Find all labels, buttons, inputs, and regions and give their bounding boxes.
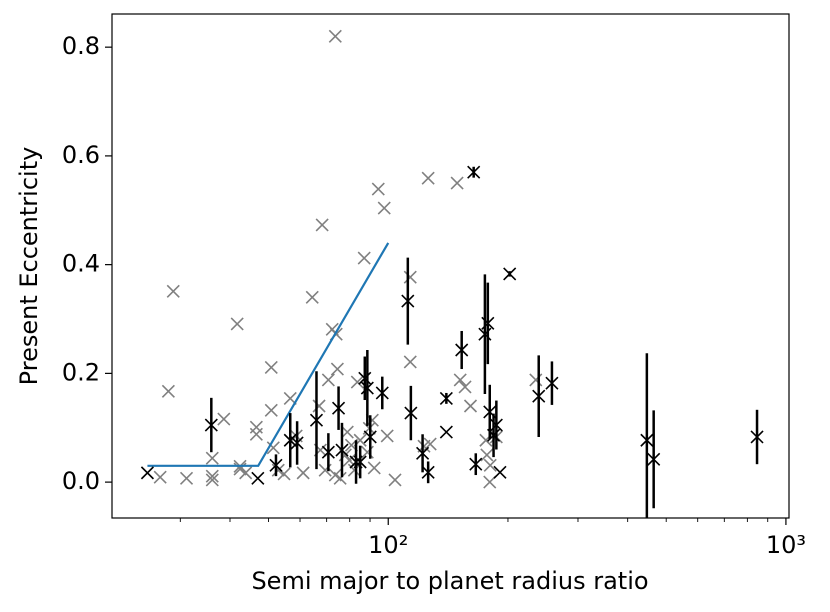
marker (467, 165, 481, 179)
marker (315, 218, 329, 232)
line (147, 242, 390, 467)
marker (264, 403, 278, 417)
marker (350, 375, 364, 389)
plot-area (140, 29, 764, 518)
marker (140, 466, 154, 480)
marker (403, 270, 417, 284)
marker (529, 373, 543, 387)
marker (264, 360, 278, 374)
marker (271, 463, 285, 477)
marker (347, 463, 361, 477)
y-tick-label: 0.0 (62, 467, 100, 495)
marker (363, 430, 377, 444)
marker (179, 471, 194, 485)
marker (450, 176, 464, 190)
marker (269, 458, 283, 472)
marker (166, 284, 180, 298)
marker (205, 451, 219, 465)
marker (283, 433, 297, 447)
marker (375, 386, 389, 400)
marker (251, 471, 265, 485)
marker (360, 445, 374, 459)
marker (750, 430, 764, 444)
marker (358, 371, 372, 385)
marker (453, 373, 467, 387)
marker (290, 436, 304, 450)
marker (532, 389, 546, 403)
marker (481, 316, 495, 330)
marker (305, 290, 319, 304)
marker (493, 465, 507, 479)
marker (480, 448, 494, 462)
marker (404, 406, 418, 420)
marker (483, 475, 497, 489)
marker (340, 425, 354, 439)
marker (360, 381, 374, 395)
y-tick-label: 0.4 (62, 250, 100, 278)
marker (217, 412, 231, 426)
y-tick-label: 0.2 (62, 358, 100, 386)
marker (249, 427, 263, 441)
marker (371, 182, 385, 196)
marker (239, 466, 253, 480)
marker (423, 437, 437, 451)
marker (469, 457, 483, 471)
marker (161, 384, 175, 398)
marker (331, 401, 346, 415)
marker (312, 399, 326, 413)
marker (403, 355, 417, 369)
marker (439, 391, 453, 405)
marker (330, 362, 344, 376)
marker (205, 473, 219, 487)
marker (266, 441, 280, 455)
marker (367, 461, 381, 475)
y-tick-label: 0.8 (62, 32, 100, 60)
marker (545, 376, 559, 390)
marker (489, 418, 503, 432)
marker (455, 343, 469, 357)
marker (321, 445, 335, 459)
marker (249, 420, 263, 434)
marker (439, 425, 453, 439)
marker (353, 455, 367, 469)
marker (463, 399, 478, 413)
marker (328, 29, 342, 43)
marker (321, 373, 335, 387)
marker (204, 418, 218, 432)
marker (647, 452, 661, 466)
marker (640, 433, 654, 447)
marker (205, 469, 219, 483)
marker (377, 201, 391, 215)
y-axis-label: Present Eccentricity (15, 147, 43, 386)
marker (421, 171, 435, 185)
marker (335, 443, 349, 457)
marker (296, 466, 310, 480)
marker (401, 294, 415, 308)
x-axis-label: Semi major to planet radius ratio (251, 567, 648, 595)
marker (309, 413, 324, 427)
marker (388, 473, 402, 487)
axes-frame (111, 13, 790, 519)
marker (458, 380, 472, 394)
y-tick-label: 0.6 (62, 141, 100, 169)
marker (416, 446, 430, 460)
x-tick-label: 10² (368, 531, 408, 559)
marker (483, 458, 497, 472)
marker (153, 470, 167, 484)
marker (333, 471, 347, 485)
x-tick-label: 10³ (766, 531, 806, 559)
marker (230, 317, 244, 331)
marker (503, 267, 517, 281)
marker (357, 251, 371, 265)
marker (421, 465, 435, 479)
marker (380, 429, 394, 443)
